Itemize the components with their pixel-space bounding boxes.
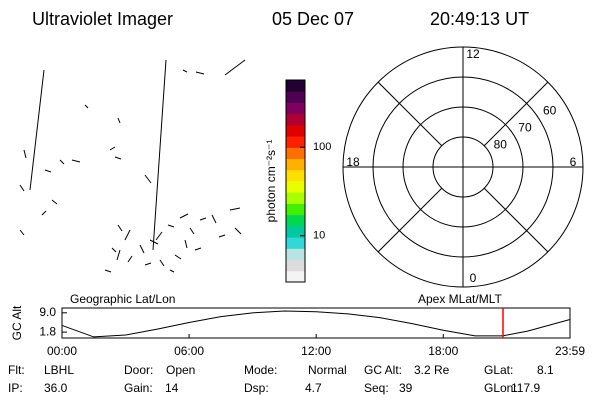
color-step <box>286 270 305 283</box>
color-step <box>286 136 305 148</box>
y-axis-label: GC Alt <box>10 305 24 340</box>
altitude-line <box>61 310 571 338</box>
field-value: 39 <box>399 381 413 395</box>
theta-tick-label: 12 <box>466 47 480 61</box>
r-tick-label: 60 <box>543 104 557 118</box>
color-step <box>286 237 305 249</box>
color-step <box>286 225 305 238</box>
x-tick-label: 00:00 <box>47 344 77 358</box>
field-label: Flt: <box>8 363 25 377</box>
color-step <box>286 102 305 115</box>
time: 20:49:13 UT <box>430 9 529 29</box>
field-value: 14 <box>165 381 179 395</box>
field-value: 8.1 <box>537 363 554 377</box>
field-value: 4.7 <box>305 381 322 395</box>
geographic-map <box>19 59 246 273</box>
diagonal <box>483 81 549 147</box>
field-label: Gain: <box>124 381 153 395</box>
field-label: Dsp: <box>244 381 269 395</box>
field-label: Seq: <box>364 381 389 395</box>
field-value: Normal <box>308 363 347 377</box>
date: 05 Dec 07 <box>272 9 354 29</box>
field-label: Mode: <box>244 363 277 377</box>
y-tick-label: 1.8 <box>39 324 56 338</box>
color-step <box>286 91 305 103</box>
field-label: IP: <box>8 381 23 395</box>
x-tick-label: 18:00 <box>428 344 458 358</box>
color-step <box>286 203 305 216</box>
color-step <box>286 259 305 272</box>
color-step <box>286 80 305 92</box>
field-value: 3.2 Re <box>414 363 450 377</box>
right-panel-label: Apex MLat/MLT <box>418 292 502 306</box>
left-panel-label: Geographic Lat/Lon <box>70 292 175 306</box>
field-label: Door: <box>124 363 153 377</box>
y-tick-label: 10 <box>313 230 325 242</box>
field-value: LBHL <box>44 363 74 377</box>
x-tick-label: 12:00 <box>301 344 331 358</box>
field-value: 36.0 <box>44 381 68 395</box>
y-tick-label: 9.0 <box>39 305 56 319</box>
y-tick-label: 100 <box>313 141 331 153</box>
theta-tick-label: 0 <box>470 271 477 285</box>
instrument: Ultraviolet Imager <box>32 9 173 29</box>
field-label: GLon: <box>484 381 517 395</box>
r-tick-label: 80 <box>494 138 508 152</box>
theta-tick-label: 18 <box>346 155 360 169</box>
diagonal <box>377 81 443 147</box>
colorbar-frame <box>285 79 306 283</box>
color-step <box>286 158 305 171</box>
color-step <box>286 169 305 182</box>
r-tick-label: 70 <box>518 121 532 135</box>
x-tick-label: 23:59 <box>555 344 585 358</box>
color-step <box>286 248 305 261</box>
diagonal <box>377 187 443 253</box>
x-tick-label: 06:00 <box>174 344 204 358</box>
field-value: 117.9 <box>511 381 540 395</box>
field-label: GC Alt: <box>364 363 402 377</box>
field-label: GLat: <box>484 363 513 377</box>
color-step <box>286 181 305 193</box>
field-value: Open <box>166 363 195 377</box>
colorbar-label: photon cm⁻²s⁻¹ <box>264 140 278 223</box>
color-step <box>286 113 305 126</box>
plot-frame <box>61 307 571 339</box>
color-step <box>286 192 305 204</box>
diagonal <box>483 187 549 253</box>
theta-tick-label: 6 <box>570 155 577 169</box>
color-step <box>286 147 305 160</box>
color-step <box>286 214 305 227</box>
color-step <box>286 124 305 137</box>
